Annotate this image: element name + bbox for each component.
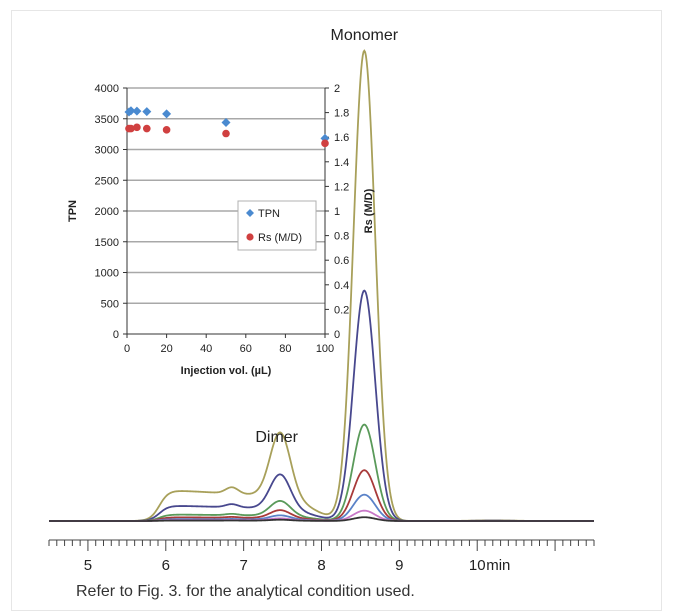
tpn-point [162, 109, 172, 119]
x-tick-label: 10 [469, 557, 486, 574]
legend-label-tpn: TPN [258, 208, 280, 220]
inset-y-tick-label: 0 [113, 329, 119, 341]
inset-y2-tick-label: 0 [334, 329, 340, 341]
tpn-point [126, 106, 136, 116]
x-tick-label: 9 [395, 557, 403, 574]
rs-point [222, 129, 230, 138]
inset-y-tick-label: 2000 [95, 206, 119, 218]
legend-marker-rs [246, 233, 254, 241]
inset-y2-tick-label: 1.4 [334, 157, 349, 169]
annotation-dimer: Dimer [255, 429, 298, 446]
annotation-monomer: Monomer [331, 27, 399, 44]
legend-marker-tpn [246, 209, 254, 217]
inset-x-axis-label: Injection vol. (µL) [181, 365, 272, 377]
tpn-point [221, 117, 231, 127]
legend-box [237, 200, 317, 251]
chromatogram-x-axis: 5 6 7 8 9 10 min [48, 539, 595, 574]
x-tick-label: 6 [162, 557, 170, 574]
inset-y2-tick-label: 1.6 [334, 132, 349, 144]
inset-y-tick-label: 500 [101, 298, 119, 310]
inset-y-tick-label: 2500 [95, 175, 119, 187]
inset-y2-tick-label: 0.4 [334, 280, 349, 292]
inset-y2-tick-label: 0.2 [334, 304, 349, 316]
inset-y2-tick-label: 0.6 [334, 255, 349, 267]
inset-points [124, 106, 330, 148]
inset-y2-tick-label: 0.8 [334, 231, 349, 243]
x-tick-label: 8 [317, 557, 325, 574]
inset-y-tick-label: 1000 [95, 268, 119, 280]
inset-legend: TPN Rs (M/D) [237, 200, 317, 251]
inset-y2-tick-label: 1.2 [334, 181, 349, 193]
inset-y-axis-label: TPN [67, 200, 79, 222]
inset-x-tick-label: 0 [124, 343, 130, 355]
chromatogram-trace-7 [49, 516, 594, 522]
inset-y2-axis-label: Rs (M/D) [363, 188, 375, 233]
inset-x-tick-label: 40 [200, 343, 212, 355]
inset-y-tick-label: 3000 [95, 145, 119, 157]
x-tick-label: 7 [239, 557, 247, 574]
rs-point [143, 124, 151, 133]
inset-x-tick-label: 60 [240, 343, 252, 355]
x-unit-label: min [486, 557, 510, 574]
tpn-point [142, 107, 152, 117]
rs-point [321, 139, 329, 148]
inset-x-tick-label: 100 [316, 343, 334, 355]
figure-caption: Refer to Fig. 3. for the analytical cond… [76, 583, 415, 600]
figure-border [11, 10, 662, 611]
inset-x-tick-label: 80 [279, 343, 291, 355]
legend-label-rs: Rs (M/D) [258, 232, 302, 244]
x-tick-label: 5 [84, 557, 92, 574]
inset-x-tick-label: 20 [160, 343, 172, 355]
inset-y2-tick-label: 2 [334, 83, 340, 95]
inset-y-tick-label: 3500 [95, 114, 119, 126]
inset-y2-tick-label: 1 [334, 206, 340, 218]
inset-y2-tick-label: 1.8 [334, 108, 349, 120]
inset-y-tick-label: 4000 [95, 83, 119, 95]
inset-y-tick-label: 1500 [95, 237, 119, 249]
tpn-point [132, 106, 142, 116]
rs-point [133, 123, 141, 132]
rs-point [127, 124, 135, 133]
inset-grid [127, 87, 325, 304]
inset-axes: 0500100015002000250030003500400000.20.40… [95, 83, 350, 355]
chromatogram-traces [49, 49, 594, 522]
rs-point [162, 126, 171, 134]
